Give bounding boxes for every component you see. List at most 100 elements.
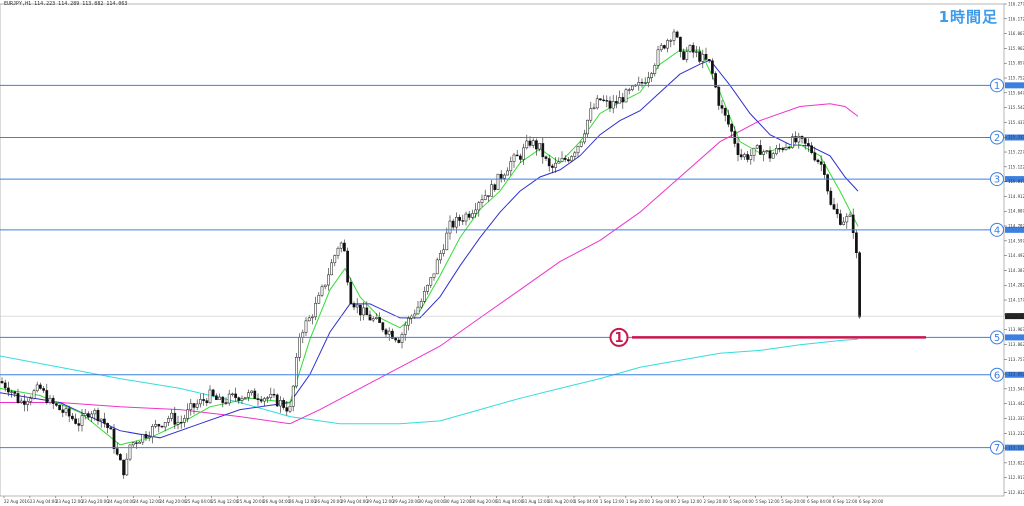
- candle-body: [218, 396, 221, 400]
- candle-body: [858, 252, 861, 318]
- candle-body: [720, 105, 724, 109]
- candle-body: [739, 154, 743, 158]
- current-price-tag: [1005, 313, 1024, 320]
- candle-body: [375, 317, 378, 319]
- candle-body: [247, 392, 250, 398]
- candle-body: [403, 324, 407, 335]
- ma-fast-line: [0, 49, 859, 446]
- y-tick-label: 116.172: [1008, 16, 1024, 21]
- candle-body: [672, 31, 676, 41]
- candle-body: [295, 357, 298, 387]
- candle-body: [7, 387, 10, 393]
- candle-body: [343, 242, 346, 252]
- candle-body: [23, 400, 26, 405]
- candle-body: [160, 425, 164, 428]
- y-tick-label: 115.647: [1008, 90, 1024, 95]
- candle-body: [314, 302, 317, 318]
- y-tick-label: 114.807: [1008, 209, 1024, 214]
- candle-body: [426, 284, 429, 292]
- candle-body: [416, 306, 420, 315]
- candle-body: [387, 330, 391, 335]
- candle-body: [615, 101, 618, 104]
- y-tick-label: 116.067: [1008, 31, 1024, 36]
- candle-body: [138, 441, 141, 444]
- candle-body: [813, 152, 817, 161]
- candle-body: [483, 195, 487, 200]
- candle-body: [471, 213, 474, 218]
- candle-body: [487, 195, 490, 197]
- candle-body: [637, 82, 641, 86]
- candle-body: [307, 317, 311, 322]
- candle-body: [333, 255, 337, 264]
- candle-body: [832, 204, 836, 210]
- candle-body: [656, 49, 660, 66]
- candle-body: [461, 220, 465, 222]
- level-price-tag: [1005, 226, 1024, 233]
- candle-body: [759, 145, 762, 155]
- x-tick-label: 26 Aug 04:00: [263, 499, 290, 504]
- candle-body: [119, 454, 122, 461]
- candle-body: [112, 428, 116, 449]
- level-price-tag: [1005, 82, 1024, 89]
- candle-body: [522, 147, 525, 160]
- candle-body: [266, 397, 269, 399]
- candle-body: [320, 286, 324, 296]
- y-tick-label: 113.442: [1008, 401, 1024, 406]
- level-number-5: 5: [994, 333, 1000, 344]
- y-tick-label: 113.757: [1008, 357, 1024, 362]
- candle-body: [570, 156, 573, 162]
- level-marker-6: [990, 367, 1004, 382]
- candle-body: [797, 135, 801, 143]
- candle-body: [573, 152, 577, 157]
- candle-body: [579, 141, 583, 147]
- x-tick-label: 24 Aug 04:00: [108, 499, 135, 504]
- candle-body: [810, 145, 813, 153]
- candle-body: [103, 418, 106, 424]
- candle-body: [195, 403, 199, 408]
- ma-longest-line: [0, 338, 859, 425]
- y-tick-label: 115.437: [1008, 120, 1024, 125]
- candle-body: [55, 403, 58, 406]
- candle-body: [346, 250, 349, 283]
- candle-body: [240, 398, 244, 401]
- candle-body: [778, 148, 781, 150]
- candle-body: [234, 393, 237, 398]
- candle-body: [407, 318, 410, 326]
- candle-body: [90, 413, 93, 418]
- candle-body: [839, 213, 842, 225]
- y-tick-label: 112.812: [1008, 490, 1024, 495]
- candle-body: [13, 391, 17, 394]
- x-tick-label: 22 Aug 2016: [4, 499, 30, 504]
- candle-body: [106, 423, 109, 428]
- candle-body: [339, 242, 343, 249]
- x-tick-label: 5 Sep 12:00: [755, 499, 780, 504]
- y-tick-label: 113.547: [1008, 386, 1024, 391]
- level-marker-1: [990, 78, 1004, 93]
- level-marker-4: [990, 222, 1004, 237]
- candle-body: [650, 73, 653, 78]
- candle-body: [666, 40, 669, 49]
- x-tick-label: 2 Sep 12:00: [678, 499, 703, 504]
- candle-body: [768, 150, 772, 159]
- candle-body: [397, 339, 401, 343]
- candle-body: [775, 148, 778, 154]
- y-tick-label: 112.917: [1008, 475, 1024, 480]
- candle-body: [791, 136, 794, 148]
- candle-body: [592, 107, 596, 109]
- x-tick-label: 31 Aug 12:00: [522, 499, 549, 504]
- candle-body: [848, 214, 852, 217]
- candle-body: [378, 317, 381, 323]
- x-tick-label: 29 Aug 20:00: [393, 499, 420, 504]
- candle-body: [647, 77, 650, 83]
- candle-body: [243, 397, 247, 399]
- x-tick-label: 1 Sep 04:00: [574, 499, 599, 504]
- candle-body: [679, 36, 682, 52]
- candle-body: [327, 274, 330, 286]
- candle-body: [576, 146, 580, 154]
- candle-body: [83, 413, 87, 416]
- candle-body: [682, 51, 685, 60]
- candle-body: [208, 389, 212, 404]
- candle-body: [525, 140, 529, 149]
- candle-body: [167, 418, 170, 423]
